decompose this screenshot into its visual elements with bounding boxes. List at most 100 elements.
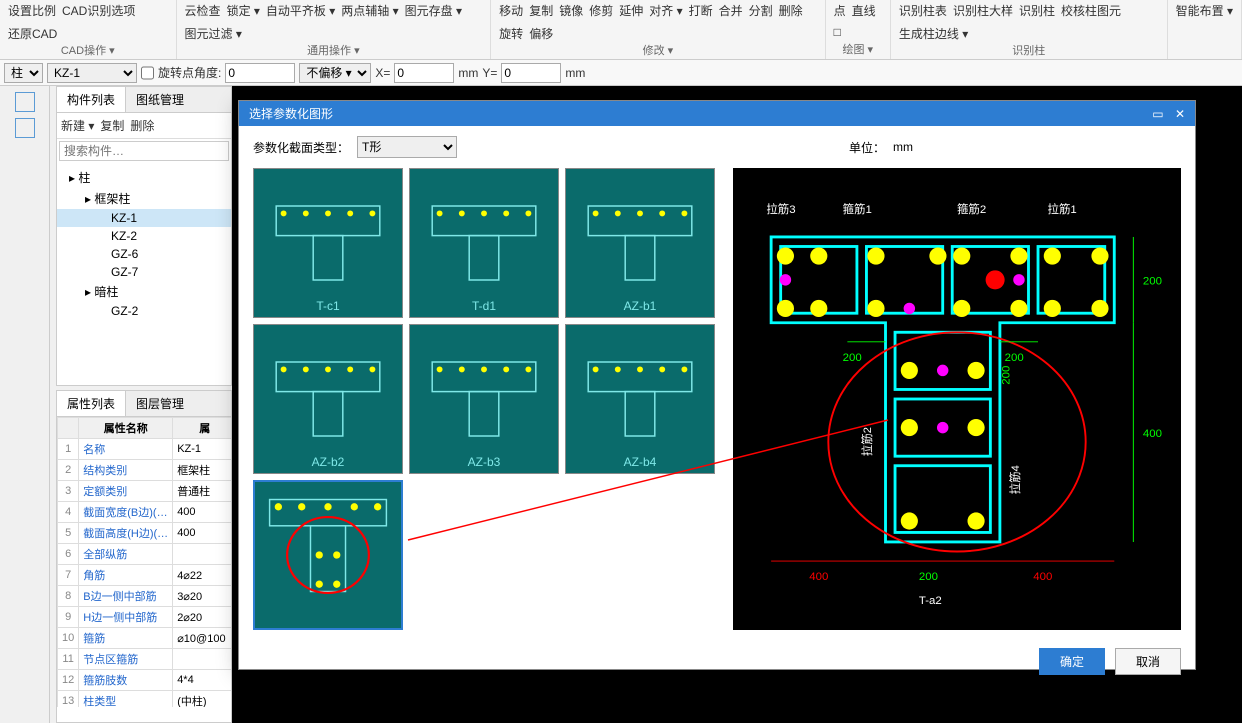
- ribbon-btn[interactable]: 镜像: [559, 2, 583, 19]
- svg-text:200: 200: [1000, 366, 1012, 385]
- ok-button[interactable]: 确定: [1039, 648, 1105, 675]
- svg-text:T-a2: T-a2: [919, 595, 942, 607]
- component-select[interactable]: KZ-1: [47, 63, 137, 83]
- thumbnail[interactable]: AZ-b3: [409, 324, 559, 474]
- ribbon-btn[interactable]: 对齐 ▾: [649, 2, 682, 19]
- col-val: 属: [173, 418, 231, 439]
- svg-text:200: 200: [919, 571, 938, 583]
- ribbon-btn[interactable]: CAD识别选项: [62, 2, 135, 19]
- ribbon-btn[interactable]: 图元过滤 ▾: [185, 25, 242, 42]
- thumbnail[interactable]: AZ-b1: [565, 168, 715, 318]
- section-type-select[interactable]: T形: [357, 136, 457, 158]
- tab-component-list[interactable]: 构件列表: [57, 87, 126, 112]
- delete-button[interactable]: 删除: [130, 117, 154, 134]
- ribbon-btn[interactable]: 旋转: [499, 25, 523, 42]
- ribbon-btn[interactable]: □: [834, 25, 841, 39]
- property-row[interactable]: 11节点区箍筋: [58, 649, 232, 670]
- property-row[interactable]: 13柱类型(中柱): [58, 691, 232, 708]
- rail-icon-1[interactable]: [15, 92, 35, 112]
- close-icon[interactable]: ✕: [1175, 107, 1185, 121]
- tree-item[interactable]: GZ-6: [57, 245, 231, 263]
- svg-text:拉筋4: 拉筋4: [1008, 464, 1022, 494]
- tree-item[interactable]: ▸ 框架柱: [57, 188, 231, 209]
- ribbon-btn[interactable]: 分割: [749, 2, 773, 19]
- ribbon-btn[interactable]: 复制: [529, 2, 553, 19]
- tree-item[interactable]: KZ-1: [57, 209, 231, 227]
- cancel-button[interactable]: 取消: [1115, 648, 1181, 675]
- rotate-label: 旋转点角度:: [158, 64, 221, 81]
- property-row[interactable]: 5截面高度(H边)(…400: [58, 523, 232, 544]
- ribbon-btn[interactable]: 识别柱表: [899, 2, 947, 19]
- new-button[interactable]: 新建 ▾: [61, 117, 94, 134]
- ribbon-btn[interactable]: 自动平齐板 ▾: [266, 2, 335, 19]
- comp-tabs: 构件列表 图纸管理: [57, 87, 231, 113]
- ribbon-group-label: CAD操作 ▾: [8, 42, 168, 58]
- ribbon-btn[interactable]: 点: [834, 2, 846, 19]
- ribbon-btn[interactable]: 设置比例: [8, 2, 56, 19]
- ribbon-btn[interactable]: 合并: [719, 2, 743, 19]
- property-row[interactable]: 10箍筋⌀10@100: [58, 628, 232, 649]
- ribbon: 设置比例 CAD识别选项还原CADCAD操作 ▾ 云检查锁定 ▾ 自动平齐板 ▾ 两点辅…: [0, 0, 1242, 60]
- property-row[interactable]: 2结构类别框架柱: [58, 460, 232, 481]
- tab-drawing-mgmt[interactable]: 图纸管理: [126, 87, 194, 112]
- x-input[interactable]: [394, 63, 454, 83]
- ribbon-btn[interactable]: 移动: [499, 2, 523, 19]
- ribbon-btn[interactable]: 云检查: [185, 2, 221, 19]
- rail-icon-2[interactable]: [15, 118, 35, 138]
- tree-item[interactable]: ▸ 柱: [57, 167, 231, 188]
- ribbon-btn[interactable]: 智能布置 ▾: [1176, 2, 1233, 19]
- ribbon-btn[interactable]: 生成柱边线 ▾: [899, 25, 968, 42]
- ribbon-group-label: 识别柱: [899, 42, 1159, 58]
- tree-item[interactable]: ▸ 暗柱: [57, 281, 231, 302]
- property-row[interactable]: 3定额类别普通柱: [58, 481, 232, 502]
- ribbon-btn[interactable]: 锁定 ▾: [227, 2, 260, 19]
- ribbon-btn[interactable]: 校核柱图元: [1061, 2, 1121, 19]
- x-label: X=: [375, 66, 390, 80]
- col-idx: [58, 418, 79, 439]
- mm-2: mm: [565, 66, 585, 80]
- component-tree: ▸ 柱▸ 框架柱KZ-1KZ-2GZ-6GZ-7▸ 暗柱GZ-2: [57, 163, 231, 324]
- ribbon-btn[interactable]: 两点辅轴 ▾: [341, 2, 398, 19]
- minimize-icon[interactable]: ▭: [1152, 107, 1163, 121]
- svg-text:200: 200: [843, 352, 862, 364]
- ribbon-btn[interactable]: 偏移: [529, 25, 553, 42]
- tree-item[interactable]: GZ-7: [57, 263, 231, 281]
- property-row[interactable]: 7角筋4⌀22: [58, 565, 232, 586]
- category-select[interactable]: 柱: [4, 63, 43, 83]
- y-input[interactable]: [501, 63, 561, 83]
- tree-item[interactable]: GZ-2: [57, 302, 231, 320]
- ribbon-btn[interactable]: 识别柱大样: [953, 2, 1013, 19]
- svg-text:箍筋1: 箍筋1: [843, 202, 872, 216]
- ribbon-btn[interactable]: 修剪: [589, 2, 613, 19]
- ribbon-btn[interactable]: 还原CAD: [8, 25, 57, 42]
- property-row[interactable]: 6全部纵筋: [58, 544, 232, 565]
- property-row[interactable]: 12箍筋肢数4*4: [58, 670, 232, 691]
- ribbon-btn[interactable]: 图元存盘 ▾: [405, 2, 462, 19]
- ribbon-btn[interactable]: 直线: [852, 2, 876, 19]
- col-name: 属性名称: [79, 418, 173, 439]
- thumbnail[interactable]: [253, 480, 403, 630]
- tree-item[interactable]: KZ-2: [57, 227, 231, 245]
- property-row[interactable]: 1名称KZ-1: [58, 439, 232, 460]
- tab-layers[interactable]: 图层管理: [126, 391, 194, 416]
- ribbon-btn[interactable]: 延伸: [619, 2, 643, 19]
- rotate-checkbox[interactable]: [141, 63, 154, 83]
- ribbon-group-label: 绘图 ▾: [834, 41, 882, 57]
- ribbon-btn[interactable]: 打断: [689, 2, 713, 19]
- search-input[interactable]: [59, 141, 229, 161]
- svg-text:400: 400: [1143, 428, 1162, 440]
- ribbon-btn[interactable]: 识别柱: [1019, 2, 1055, 19]
- tab-properties[interactable]: 属性列表: [57, 391, 126, 416]
- property-row[interactable]: 4截面宽度(B边)(…400: [58, 502, 232, 523]
- property-table: 属性名称 属 1名称KZ-12结构类别框架柱3定额类别普通柱4截面宽度(B边)(…: [57, 417, 231, 707]
- offset-select[interactable]: 不偏移 ▾: [299, 63, 371, 83]
- property-row[interactable]: 8B边一侧中部筋3⌀20: [58, 586, 232, 607]
- thumbnail[interactable]: T-d1: [409, 168, 559, 318]
- thumbnail[interactable]: AZ-b4: [565, 324, 715, 474]
- copy-button[interactable]: 复制: [100, 117, 124, 134]
- angle-input[interactable]: [225, 63, 295, 83]
- ribbon-btn[interactable]: 删除: [779, 2, 803, 19]
- property-row[interactable]: 9H边一侧中部筋2⌀20: [58, 607, 232, 628]
- thumbnail[interactable]: AZ-b2: [253, 324, 403, 474]
- thumbnail[interactable]: T-c1: [253, 168, 403, 318]
